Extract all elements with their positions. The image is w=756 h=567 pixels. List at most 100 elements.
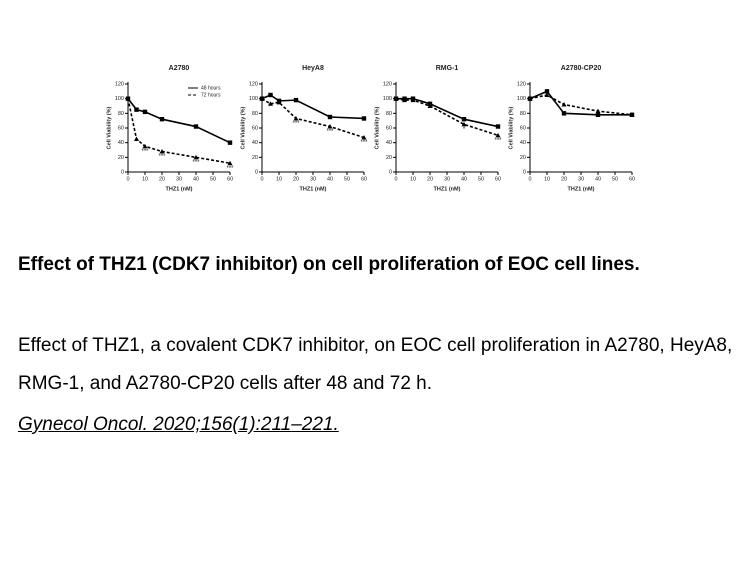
x-tick-label: 10	[276, 176, 282, 182]
x-tick-label: 40	[595, 176, 601, 182]
point	[159, 148, 165, 154]
y-tick-label: 20	[252, 155, 258, 161]
y-tick-label: 40	[252, 140, 258, 146]
figure: A2780 0 20 40 60 80 100 120 0 10 20 30 40 50 60 THZ1 (n…	[106, 65, 635, 193]
x-axis-label: THZ1 (nM)	[434, 186, 461, 192]
point	[561, 111, 567, 116]
series-line	[127, 98, 231, 144]
y-tick-label: 120	[517, 81, 526, 87]
annotation: ***	[158, 154, 166, 160]
point	[629, 112, 635, 117]
chart-title: RMG-1	[436, 65, 459, 72]
point	[327, 114, 333, 120]
y-tick-label: 20	[386, 155, 392, 161]
annotation: ***	[360, 140, 368, 146]
point	[134, 107, 139, 112]
point	[495, 132, 501, 138]
y-tick-label: 60	[118, 125, 124, 131]
y-tick-label: 0	[523, 169, 526, 175]
x-tick-label: 0	[528, 176, 531, 182]
x-tick-label: 0	[260, 176, 263, 182]
y-tick-label: 60	[520, 125, 526, 131]
y-tick-label: 100	[517, 96, 526, 102]
series-line	[395, 97, 499, 137]
point	[159, 117, 165, 122]
y-tick-label: 80	[386, 111, 392, 117]
x-tick-label: 60	[629, 176, 635, 182]
annotation: ***	[226, 166, 234, 172]
point	[461, 121, 467, 127]
legend-label: 72 hours	[201, 92, 221, 98]
x-tick-label: 50	[210, 176, 216, 182]
x-tick-label: 20	[427, 176, 433, 182]
chart-title: A2780-CP20	[561, 65, 602, 72]
point	[461, 117, 467, 122]
y-tick-label: 120	[249, 81, 258, 87]
y-tick-label: 80	[118, 111, 124, 117]
annotation: ***	[494, 138, 502, 144]
caption-body: Effect of THZ1, a covalent CDK7 inhibito…	[18, 335, 733, 394]
x-tick-label: 60	[495, 176, 501, 182]
y-tick-label: 40	[386, 140, 392, 146]
series-line	[261, 97, 365, 139]
point	[193, 124, 199, 129]
point	[544, 89, 550, 94]
y-tick-label: 100	[383, 96, 392, 102]
point	[410, 97, 416, 103]
chart-title: HeyA8	[302, 65, 324, 72]
x-tick-label: 30	[578, 176, 584, 182]
point	[227, 160, 233, 166]
y-axis-label: Cell Viability (%)	[240, 106, 246, 149]
point	[193, 154, 199, 160]
point	[134, 136, 139, 141]
x-tick-label: 20	[293, 176, 299, 182]
x-tick-label: 30	[444, 176, 450, 182]
x-tick-label: 40	[327, 176, 333, 182]
x-tick-label: 60	[227, 176, 233, 182]
point	[427, 103, 433, 108]
y-tick-label: 120	[115, 81, 124, 87]
legend-label: 48 hours	[201, 85, 221, 91]
x-tick-label: 0	[126, 176, 129, 182]
caption-title: Effect of THZ1 (CDK7 inhibitor) on cell …	[18, 254, 640, 275]
annotation: ***	[326, 129, 334, 135]
x-axis-label: THZ1 (nM)	[166, 186, 193, 192]
y-tick-label: 20	[520, 155, 526, 161]
point	[393, 96, 399, 101]
citation[interactable]: Gynecol Oncol. 2020;156(1):211–221.	[18, 414, 339, 435]
annotation: ***	[141, 149, 149, 155]
chart-title: A2780	[169, 65, 190, 72]
point	[527, 96, 533, 101]
point	[276, 99, 282, 105]
series-line	[396, 97, 499, 128]
y-axis-label: Cell Viability (%)	[374, 106, 380, 149]
point	[227, 140, 233, 145]
annotation: *	[463, 127, 466, 133]
point	[268, 92, 273, 98]
point	[293, 115, 299, 121]
x-tick-label: 20	[561, 176, 567, 182]
point	[293, 97, 299, 103]
y-tick-label: 20	[118, 155, 124, 161]
y-axis-label: Cell Viability (%)	[508, 106, 514, 149]
y-tick-label: 80	[520, 111, 526, 117]
point	[142, 109, 148, 115]
y-tick-label: 40	[118, 140, 124, 146]
series-line	[529, 94, 633, 116]
point	[495, 124, 501, 129]
y-axis-label: Cell Viability (%)	[106, 106, 112, 149]
series-line	[261, 94, 365, 120]
point	[142, 143, 148, 149]
x-axis-label: THZ1 (nM)	[300, 186, 327, 192]
x-tick-label: 50	[478, 176, 484, 182]
y-tick-label: 60	[252, 125, 258, 131]
point	[268, 101, 273, 106]
x-axis-label: THZ1 (nM)	[568, 186, 595, 192]
x-tick-label: 50	[344, 176, 350, 182]
x-tick-label: 60	[361, 176, 367, 182]
x-tick-label: 30	[176, 176, 182, 182]
point	[361, 135, 367, 140]
y-tick-label: 0	[389, 169, 392, 175]
x-tick-label: 40	[461, 176, 467, 182]
